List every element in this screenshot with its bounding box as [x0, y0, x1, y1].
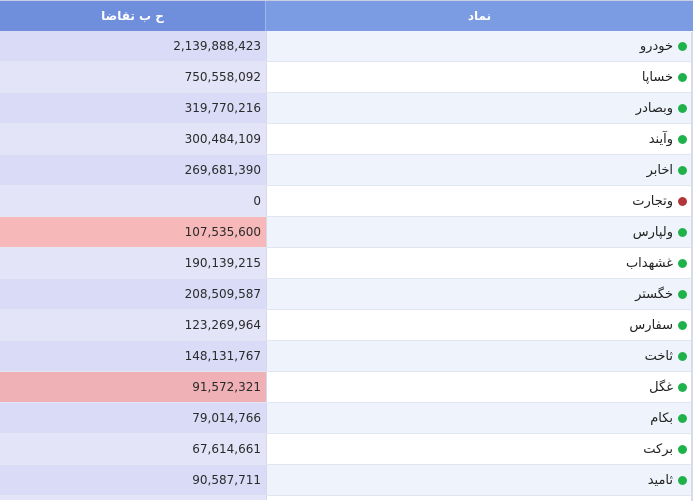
symbol-cell[interactable]: خساپا [267, 62, 693, 92]
status-dot-icon [678, 444, 687, 454]
symbol-label[interactable]: ولپارس [632, 224, 673, 240]
table-row[interactable]: 190,139,215 غشهداب [0, 248, 693, 279]
column-header-symbol[interactable]: نماد [266, 1, 693, 31]
table-row[interactable]: 148,131,767 ثاخت [0, 341, 693, 372]
symbol-cell[interactable]: غگل [267, 372, 693, 402]
demand-cell: 123,269,964 [0, 310, 267, 340]
status-dot-icon [678, 320, 687, 330]
symbol-cell[interactable]: غشهداب [267, 248, 693, 278]
table-row[interactable]: 319,770,216 وبصادر [0, 93, 693, 124]
table-row[interactable]: 91,572,321 غگل [0, 372, 693, 403]
demand-cell: 148,131,767 [0, 341, 267, 371]
demand-cell: 319,770,216 [0, 93, 267, 123]
status-dot-icon [678, 103, 687, 113]
status-dot-icon [678, 227, 687, 237]
table-row[interactable]: 79,014,766 بکام [0, 403, 693, 434]
status-dot-icon [678, 351, 687, 361]
symbol-label[interactable]: اخابر [646, 162, 673, 178]
table-row[interactable]: 300,484,109 وآیند [0, 124, 693, 155]
table-row[interactable]: 123,269,964 سفارس [0, 310, 693, 341]
demand-cell: 300,484,109 [0, 124, 267, 154]
status-dot-icon [678, 413, 687, 423]
symbol-cell[interactable]: ثاخت [267, 341, 693, 371]
symbol-cell[interactable]: ولپارس [267, 217, 693, 247]
symbol-cell[interactable]: وتجارت [267, 186, 693, 216]
demand-cell: 208,509,587 [0, 279, 267, 309]
demand-cell: 67,614,661 [0, 434, 267, 464]
symbol-cell [267, 496, 693, 500]
table-header: ح ب تقاضا نماد [0, 1, 693, 31]
table-row[interactable]: 67,614,661 برکت [0, 434, 693, 465]
table-row[interactable]: 90,587,711 ثامید [0, 465, 693, 496]
symbol-cell[interactable]: اخابر [267, 155, 693, 185]
symbol-cell[interactable]: برکت [267, 434, 693, 464]
symbol-cell[interactable]: ثامید [267, 465, 693, 495]
symbol-label[interactable]: وبصادر [635, 100, 673, 116]
symbol-label[interactable]: غگل [649, 379, 673, 395]
status-dot-icon [678, 475, 687, 485]
status-dot-icon [678, 289, 687, 299]
table-body: 2,139,888,423 خودرو 750,558,092 خساپا 31… [0, 31, 693, 500]
symbol-label[interactable]: برکت [643, 441, 673, 457]
demand-cell: 750,558,092 [0, 62, 267, 92]
table-row[interactable]: 208,509,587 خگستر [0, 279, 693, 310]
demand-cell: 269,681,390 [0, 155, 267, 185]
symbol-label[interactable]: بکام [650, 410, 673, 426]
status-dot-icon [678, 134, 687, 144]
symbol-label[interactable]: ثاخت [644, 348, 673, 364]
symbol-cell[interactable]: خگستر [267, 279, 693, 309]
table-row-partial [0, 496, 693, 500]
symbol-cell[interactable]: بکام [267, 403, 693, 433]
demand-cell: 190,139,215 [0, 248, 267, 278]
symbol-label[interactable]: خگستر [635, 286, 673, 302]
demand-cell: 0 [0, 186, 267, 216]
symbol-cell[interactable]: وبصادر [267, 93, 693, 123]
demand-cell [0, 496, 267, 500]
status-dot-icon [678, 41, 687, 51]
table-row[interactable]: 0 وتجارت [0, 186, 693, 217]
symbol-cell[interactable]: سفارس [267, 310, 693, 340]
symbol-cell[interactable]: خودرو [267, 31, 693, 61]
status-dot-icon [678, 258, 687, 268]
column-header-demand[interactable]: ح ب تقاضا [0, 1, 266, 31]
table-row[interactable]: 750,558,092 خساپا [0, 62, 693, 93]
symbol-label[interactable]: ثامید [647, 472, 673, 488]
scrollbar-track[interactable] [691, 32, 693, 501]
symbol-label[interactable]: وآیند [648, 131, 673, 147]
symbol-label[interactable]: غشهداب [625, 255, 673, 271]
table-row[interactable]: 269,681,390 اخابر [0, 155, 693, 186]
demand-cell: 90,587,711 [0, 465, 267, 495]
status-dot-icon [678, 165, 687, 175]
table-row[interactable]: 2,139,888,423 خودرو [0, 31, 693, 62]
table-row[interactable]: 107,535,600 ولپارس [0, 217, 693, 248]
symbol-label[interactable]: سفارس [629, 317, 673, 333]
status-dot-icon [678, 72, 687, 82]
symbol-cell[interactable]: وآیند [267, 124, 693, 154]
demand-cell: 79,014,766 [0, 403, 267, 433]
symbol-label[interactable]: وتجارت [632, 193, 673, 209]
symbol-label[interactable]: خساپا [641, 69, 673, 85]
status-dot-icon [678, 382, 687, 392]
demand-cell: 107,535,600 [0, 217, 267, 247]
status-dot-icon [678, 196, 687, 206]
demand-cell: 91,572,321 [0, 372, 267, 402]
symbol-label[interactable]: خودرو [639, 38, 673, 54]
demand-cell: 2,139,888,423 [0, 31, 267, 61]
